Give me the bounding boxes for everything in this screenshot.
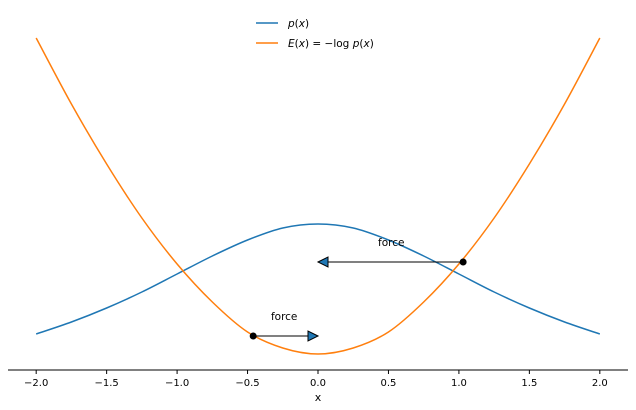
- legend-label-0: p(x): [287, 18, 309, 30]
- x-tick-label-3: −0.5: [235, 378, 259, 389]
- particle-point-1: [459, 258, 467, 266]
- x-tick-label-6: 1.0: [451, 378, 467, 389]
- force-label-1: force: [378, 237, 404, 249]
- x-tick-label-7: 1.5: [521, 378, 537, 389]
- x-tick-label-5: 0.5: [381, 378, 397, 389]
- legend: p(x) E(x) = −log p(x): [256, 18, 374, 50]
- x-tick-label-2: −1.0: [165, 378, 189, 389]
- force-arrow-head-1: [316, 256, 329, 268]
- series-layer: [35, 37, 601, 355]
- x-axis-label: x: [315, 391, 322, 404]
- x-axis: −2.0 −1.5 −1.0 −0.5 0.0 0.5 1.0 1.5 2.0: [8, 369, 628, 389]
- force-arrow-head-0: [307, 330, 320, 342]
- particle-point-0: [249, 332, 257, 340]
- x-tick-label-0: −2.0: [24, 378, 48, 389]
- x-tick-label-1: −1.5: [94, 378, 118, 389]
- series-line-1: [35, 37, 601, 355]
- x-tick-label-4: 0.0: [310, 378, 326, 389]
- series-line-0: [35, 223, 601, 335]
- annotation-layer: force force: [249, 237, 467, 342]
- force-label-0: force: [271, 311, 297, 323]
- legend-label-1: E(x) = −log p(x): [288, 38, 374, 50]
- x-tick-label-8: 2.0: [592, 378, 608, 389]
